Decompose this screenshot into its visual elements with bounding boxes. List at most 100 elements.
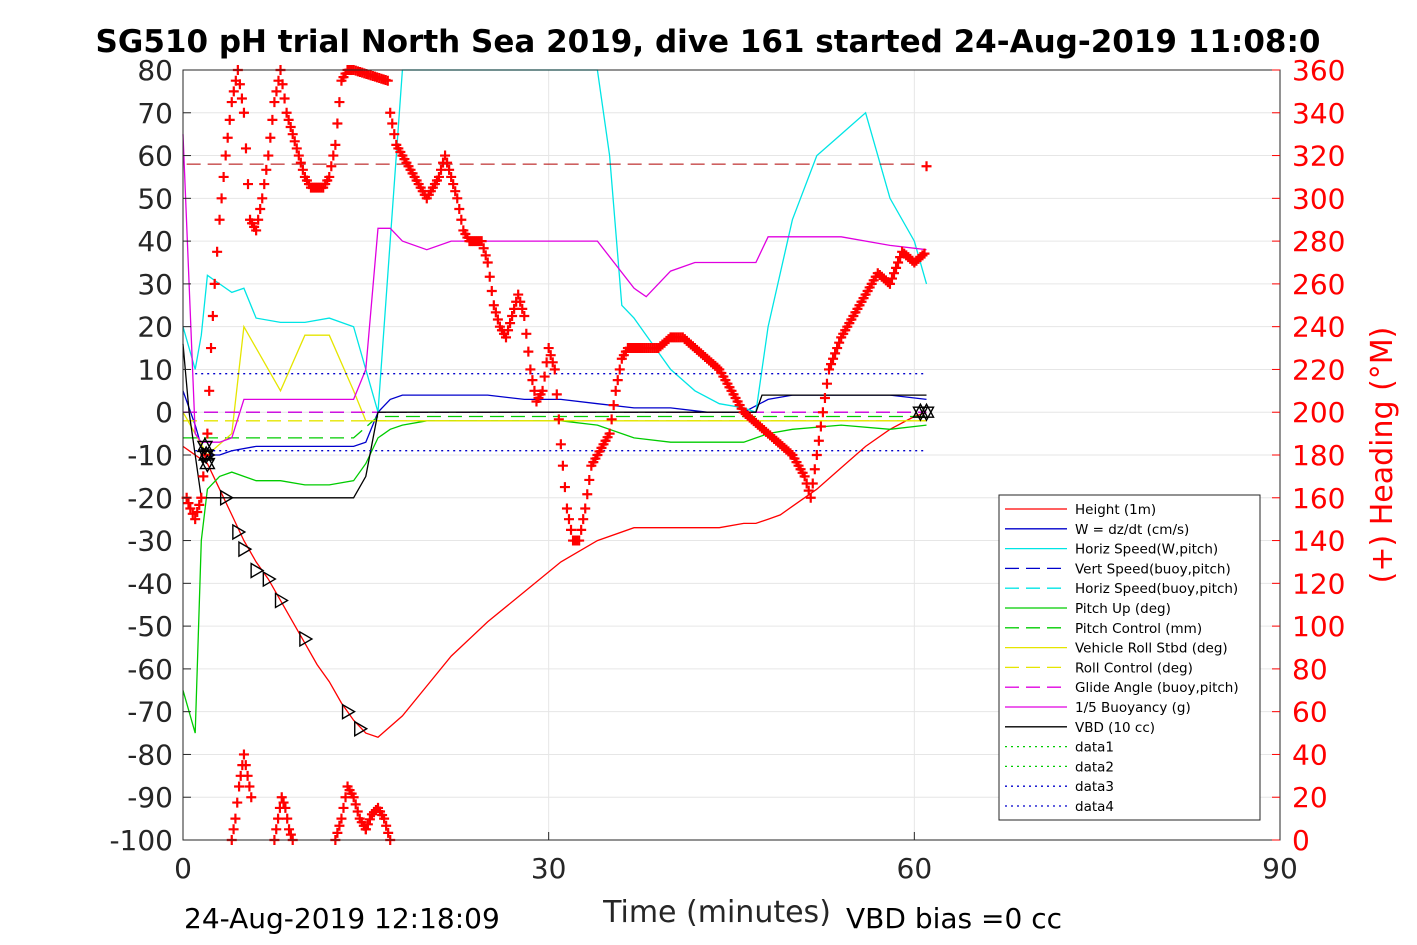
y2-tick-label: 160 — [1292, 482, 1345, 515]
heading-point — [297, 164, 308, 175]
dive-marker — [219, 489, 235, 506]
heading-point — [273, 813, 284, 824]
y2-tick-label: 100 — [1292, 610, 1345, 643]
y-tick-label: -60 — [127, 653, 173, 686]
heading-point — [545, 350, 556, 361]
heading-point — [214, 214, 225, 225]
heading-point — [519, 310, 530, 321]
legend-label: data1 — [1075, 740, 1114, 756]
heading-point — [187, 508, 198, 519]
heading-point — [206, 343, 217, 354]
heading-point — [886, 273, 897, 284]
x-tick-label: 90 — [1262, 852, 1298, 885]
chart-title: SG510 pH trial North Sea 2019, dive 161 … — [96, 24, 1321, 60]
heading-point — [557, 460, 568, 471]
legend-label: Height (1m) — [1075, 502, 1156, 518]
heading-point — [285, 122, 296, 133]
y2-tick-label: 360 — [1292, 54, 1345, 87]
heading-point — [482, 257, 493, 268]
heading-point — [242, 770, 253, 781]
heading-point — [446, 171, 457, 182]
y-tick-label: -10 — [127, 439, 173, 472]
heading-point — [553, 414, 564, 425]
legend-label: 1/5 Buoyancy (g) — [1075, 700, 1191, 716]
heading-point — [383, 827, 394, 838]
y2-tick-label: 300 — [1292, 182, 1345, 215]
heading-point — [834, 337, 845, 348]
y2-tick-label: 280 — [1292, 225, 1345, 258]
heading-point — [330, 139, 341, 150]
heading-point — [817, 407, 828, 418]
heading-point — [277, 79, 288, 90]
heading-point — [921, 161, 932, 172]
series-line-6 — [183, 415, 927, 439]
y-tick-label: 50 — [137, 182, 173, 215]
heading-point — [382, 75, 393, 86]
heading-point — [212, 246, 223, 257]
y2-tick-label: 340 — [1292, 97, 1345, 130]
heading-point — [280, 802, 291, 813]
heading-point — [440, 150, 451, 161]
heading-point — [826, 359, 837, 370]
y2-tick-label: 220 — [1292, 353, 1345, 386]
heading-point — [830, 348, 841, 359]
legend-label: W = dz/dt (cm/s) — [1075, 522, 1189, 538]
legend-label: Horiz Speed(W,pitch) — [1075, 542, 1218, 558]
heading-point — [893, 257, 904, 268]
legend-label: data2 — [1075, 759, 1114, 775]
heading-point — [480, 250, 491, 261]
heading-point — [807, 478, 818, 489]
heading-point — [328, 150, 339, 161]
surface-marker — [199, 454, 216, 470]
heading-point — [813, 435, 824, 446]
heading-point — [385, 107, 396, 118]
heading-point — [348, 792, 359, 803]
heading-point — [444, 164, 455, 175]
heading-point — [891, 262, 902, 273]
y-tick-label: -70 — [127, 696, 173, 729]
heading-point — [490, 307, 501, 318]
heading-point — [456, 214, 467, 225]
heading-point — [503, 325, 514, 336]
heading-point — [433, 171, 444, 182]
heading-point — [228, 824, 239, 835]
heading-point — [454, 204, 465, 215]
heading-point — [476, 236, 487, 247]
right-y-axis-label: (+) Heading (°M) — [1365, 327, 1400, 584]
x-axis-label: Time (minutes) — [602, 895, 831, 930]
legend-label: Pitch Up (deg) — [1075, 601, 1171, 617]
heading-point — [284, 824, 295, 835]
heading-point — [265, 132, 276, 143]
series-line-0 — [182, 411, 927, 739]
heading-point — [234, 781, 245, 792]
y2-tick-label: 120 — [1292, 567, 1345, 600]
heading-point — [334, 820, 345, 831]
heading-point — [606, 414, 617, 425]
heading-point — [240, 143, 251, 154]
heading-point — [362, 819, 373, 830]
surface-marker — [918, 402, 935, 418]
heading-point — [389, 129, 400, 140]
dive-marker — [232, 523, 247, 541]
surface-marker — [197, 449, 215, 465]
heading-point — [450, 186, 461, 197]
heading-point — [566, 524, 577, 535]
heading-point — [381, 820, 392, 831]
legend-label: data3 — [1075, 779, 1114, 795]
heading-point — [448, 179, 459, 190]
heading-point — [230, 813, 241, 824]
heading-point — [803, 485, 814, 496]
heading-point — [525, 364, 536, 375]
legend-label: data4 — [1075, 799, 1114, 815]
heading-point — [207, 310, 218, 321]
heading-point — [295, 157, 306, 168]
heading-point — [293, 150, 304, 161]
heading-point — [253, 214, 264, 225]
legend-label: Horiz Speed(buoy,pitch) — [1075, 581, 1238, 597]
heading-point — [283, 114, 294, 125]
heading-point — [271, 824, 282, 835]
heading-point — [334, 97, 345, 108]
heading-point — [269, 97, 280, 108]
dive-marker — [274, 592, 289, 609]
